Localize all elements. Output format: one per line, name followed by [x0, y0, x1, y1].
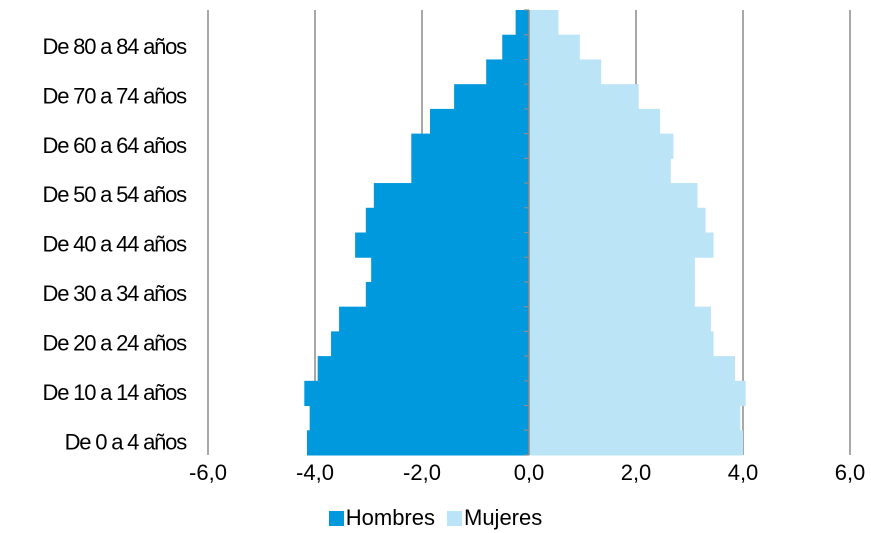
- bar-hombres-14: [454, 84, 529, 110]
- y-tick-label: De 30 a 34 años: [43, 281, 188, 306]
- bar-mujeres-6: [529, 281, 695, 308]
- x-tick-label: -2,0: [403, 460, 441, 485]
- bar-mujeres-15: [529, 59, 602, 85]
- bar-mujeres-0: [529, 430, 743, 456]
- y-axis: [524, 9, 530, 456]
- bar-hombres-16: [502, 34, 529, 60]
- y-tick-label: De 40 a 44 años: [43, 232, 188, 257]
- bar-hombres-13: [430, 108, 529, 135]
- legend-swatch-mujeres: [447, 510, 462, 526]
- bar-hombres-8: [355, 232, 529, 258]
- bar-mujeres-7: [529, 257, 695, 283]
- y-tick-label: De 0 a 4 años: [65, 429, 188, 454]
- bar-hombres-11: [411, 158, 529, 184]
- bar-hombres-4: [331, 331, 529, 357]
- bar-hombres-2: [304, 380, 529, 407]
- legend-label-mujeres: Mujeres: [464, 505, 543, 530]
- bar-mujeres-2: [529, 380, 746, 407]
- bar-mujeres-12: [529, 133, 674, 159]
- bar-hombres-5: [339, 306, 529, 332]
- x-tick-label: 4,0: [728, 460, 759, 485]
- bar-hombres-0: [306, 430, 529, 456]
- y-tick-label: De 70 a 74 años: [43, 83, 188, 108]
- bar-mujeres-11: [529, 158, 671, 184]
- bar-hombres-12: [411, 133, 529, 159]
- legend: Hombres Mujeres: [0, 505, 871, 531]
- y-tick-label: De 80 a 84 años: [43, 34, 188, 59]
- bar-mujeres-5: [529, 306, 711, 332]
- legend-item-mujeres: Mujeres: [447, 505, 542, 531]
- bar-hombres-7: [371, 257, 529, 283]
- y-tick-label: De 60 a 64 años: [43, 133, 188, 158]
- bar-hombres-3: [317, 356, 529, 382]
- bar-hombres-17: [515, 10, 529, 36]
- bar-mujeres-14: [529, 84, 639, 110]
- x-tick-label: 6,0: [835, 460, 866, 485]
- bar-mujeres-4: [529, 331, 714, 357]
- y-tick-label: De 20 a 24 años: [43, 331, 188, 356]
- bars: [304, 10, 746, 456]
- legend-swatch-hombres: [328, 510, 344, 526]
- legend-label-hombres: Hombres: [345, 505, 435, 530]
- bar-mujeres-13: [529, 108, 661, 135]
- y-tick-label: De 10 a 14 años: [43, 380, 188, 405]
- bar-hombres-15: [486, 59, 529, 85]
- bar-hombres-10: [373, 183, 529, 209]
- bar-mujeres-3: [529, 356, 735, 382]
- x-tick-label: 0,0: [514, 460, 545, 485]
- bar-mujeres-10: [529, 183, 698, 209]
- y-tick-label: De 50 a 54 años: [43, 182, 188, 207]
- x-tick-label: 2,0: [621, 460, 652, 485]
- bar-hombres-6: [365, 281, 529, 308]
- bar-mujeres-16: [529, 34, 580, 60]
- bar-mujeres-17: [529, 10, 559, 36]
- x-tick-label: -6,0: [189, 460, 227, 485]
- x-tick-label: -4,0: [296, 460, 334, 485]
- bar-hombres-1: [309, 405, 529, 431]
- legend-item-hombres: Hombres: [328, 505, 435, 531]
- y-tick-labels: De 0 a 4 años De 10 a 14 años De 20 a 24 a…: [43, 34, 189, 455]
- bar-mujeres-9: [529, 207, 706, 233]
- x-tick-labels: -6,0 -4,0 -2,0 0,0 2,0 4,0 6,0: [189, 460, 865, 485]
- bar-mujeres-1: [529, 405, 741, 431]
- bar-mujeres-8: [529, 232, 714, 258]
- bar-hombres-9: [365, 207, 529, 233]
